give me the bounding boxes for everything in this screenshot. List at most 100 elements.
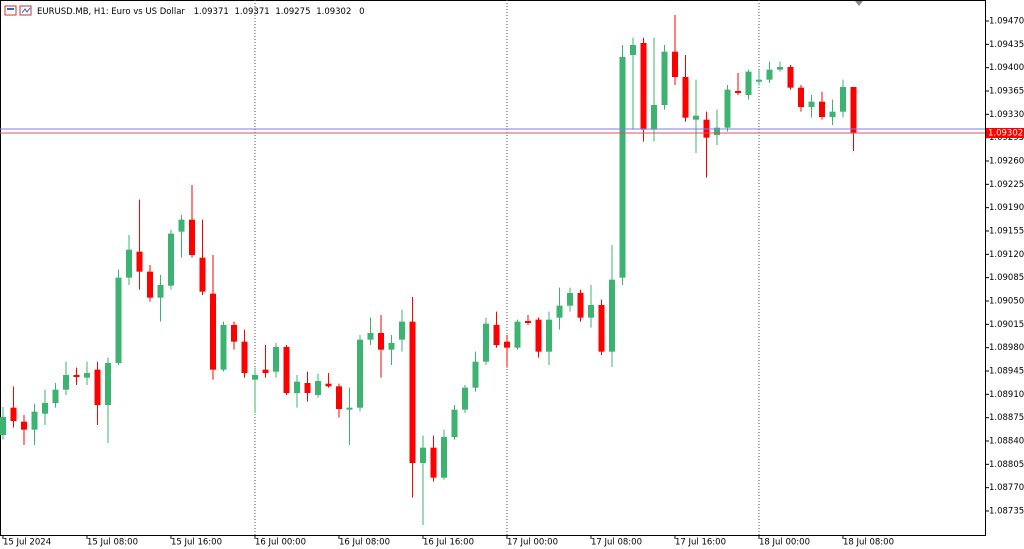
icon [4,5,17,16]
candle-body [640,43,647,130]
candle-body [94,369,101,405]
candle-body [157,285,164,298]
candle-body [420,447,426,463]
candle-body [105,363,111,405]
candle-body [126,249,132,278]
candle-body [0,417,6,435]
candle-body [294,381,300,393]
candle-body [745,71,752,95]
candle-body [514,321,521,348]
candle-body [525,321,531,323]
header-suffix: 0 [359,7,364,17]
y-tick-label: 1.09085 [989,273,1024,283]
price-label: 1.09302 [988,129,1023,139]
candle-body [357,339,363,408]
y-tick-label: 1.09295 [989,133,1024,143]
candle-body [136,251,143,272]
x-tick-label: 18 Jul 08:00 [843,538,894,548]
candle-body [609,279,615,352]
price-box [986,128,1024,138]
candle-body [52,389,59,403]
candle-body [441,437,447,478]
x-tick-label: 15 Jul 08:00 [87,538,138,548]
candle-body [735,91,741,93]
candle-body [724,89,731,128]
close-value: 1.09302 [316,7,351,17]
candle-body [283,347,290,393]
candle-body [651,105,657,130]
candle-body [168,233,174,286]
y-tick-label: 1.08910 [989,390,1024,400]
candle-body [147,271,153,298]
candle-body [399,321,405,340]
low-value: 1.09275 [275,7,310,17]
candle-body [598,305,605,352]
candle-body [262,369,269,373]
header-icons [4,5,32,16]
candle-body [756,79,762,82]
y-tick-label: 1.09365 [989,87,1024,97]
x-tick-label: 17 Jul 16:00 [675,538,726,548]
candle-body [682,77,689,118]
icon [7,8,14,10]
x-tick-label: 16 Jul 00:00 [255,538,306,548]
candle-body [504,341,510,348]
candle-body [378,333,384,350]
candle-body [367,333,374,340]
y-tick-label: 1.09330 [989,110,1024,120]
candle-body [577,293,584,318]
y-tick-label: 1.09120 [989,250,1024,260]
candle-body [766,69,773,80]
icon [21,7,31,14]
candle-body [483,323,489,362]
candle-body [798,87,804,107]
x-tick-label: 17 Jul 00:00 [507,538,558,548]
candle-body [252,375,258,380]
y-tick-label: 1.08945 [989,367,1024,377]
y-tick-label: 1.09050 [989,297,1024,307]
candle-body [619,57,626,278]
open-value: 1.09371 [194,7,229,17]
y-tick-label: 1.08805 [989,460,1024,470]
candle-body [241,341,248,373]
x-tick-label: 18 Jul 00:00 [759,538,810,548]
candle-body [546,319,552,352]
candle-body [273,347,279,372]
candle-body [714,127,720,135]
candle-body [672,51,678,77]
y-tick-label: 1.09400 [989,63,1024,73]
y-tick-label: 1.09225 [989,180,1024,190]
candle-body [661,51,668,105]
x-tick-label: 15 Jul 16:00 [171,538,222,548]
candle-body [588,305,594,318]
x-tick-label: 16 Jul 16:00 [423,538,474,548]
candle-body [472,361,479,388]
candle-body [630,45,636,55]
y-tick-label: 1.08840 [989,437,1024,447]
candle-body [409,321,416,463]
chart-header: EURUSD.MB, H1: Euro vs US Dollar 1.09371… [37,7,364,17]
candle-body [693,115,699,120]
y-tick-label: 1.08980 [989,343,1024,353]
candle-body [430,447,437,478]
candle-body [535,319,542,352]
x-tick-label: 17 Jul 08:00 [591,538,642,548]
candle-body [556,305,563,318]
y-tick-label: 1.09190 [989,203,1024,213]
y-tick-label: 1.09470 [989,17,1024,27]
candle-body [777,67,783,70]
y-tick-label: 1.08770 [989,483,1024,493]
candle-body [819,101,825,117]
candle-body [42,403,48,414]
candle-body [73,375,80,377]
candle-body [493,325,500,345]
y-tick-label: 1.08875 [989,413,1024,423]
scroll-marker [855,1,863,6]
candle-body [346,407,353,410]
candle-body [462,387,468,410]
candle-body [31,411,38,430]
candle-body [178,219,185,232]
